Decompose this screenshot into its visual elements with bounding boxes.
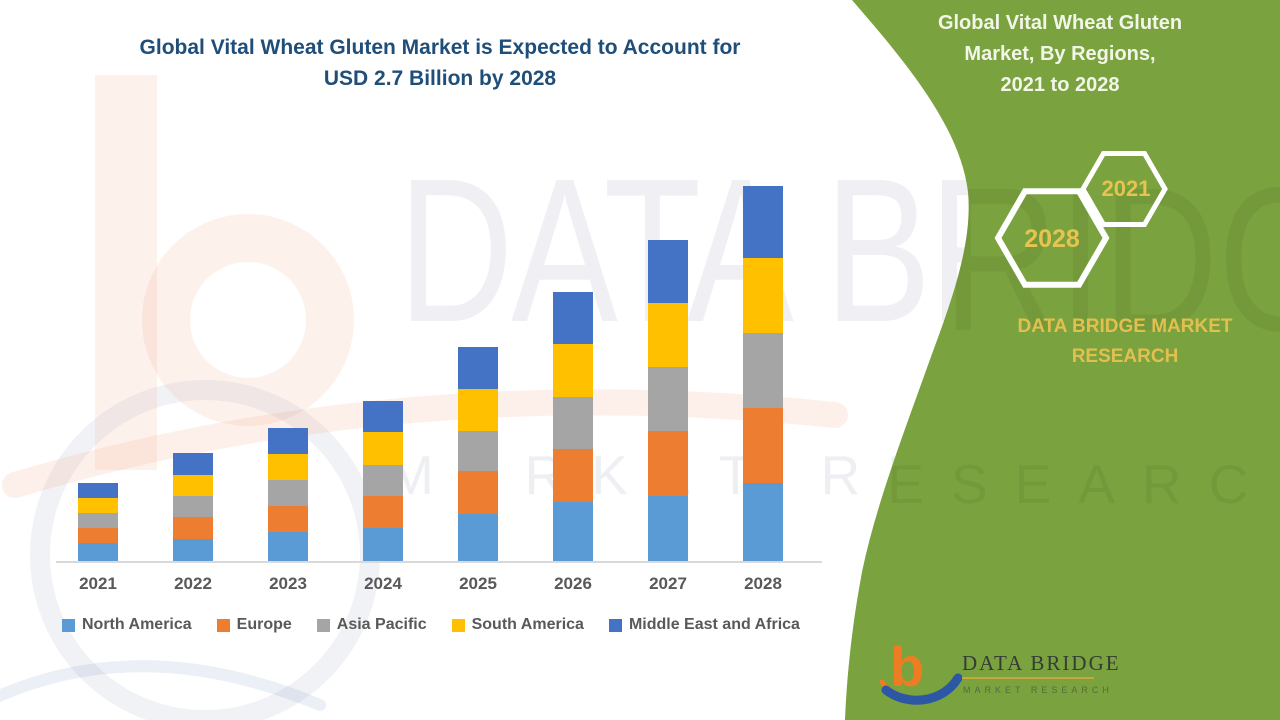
bar-segment-2024-south-america — [363, 432, 403, 465]
bar-segment-2021-middle-east-and-africa — [78, 483, 118, 498]
x-axis-label-2028: 2028 — [744, 574, 782, 593]
bar-segment-2027-south-america — [648, 303, 688, 367]
bar-segment-2021-asia-pacific — [78, 513, 118, 528]
legend-label: North America — [82, 616, 192, 633]
side-panel-title-line1: Global Vital Wheat Gluten — [937, 12, 1183, 34]
x-axis-label-2022: 2022 — [174, 574, 212, 593]
legend-swatch — [451, 618, 465, 632]
bar-segment-2022-south-america — [173, 475, 213, 496]
bar-segment-2023-asia-pacific — [268, 480, 308, 506]
hexagon-2021-label: 2021 — [1101, 176, 1151, 201]
hexagon-2021 — [1080, 151, 1168, 227]
x-axis-label-2021: 2021 — [79, 574, 117, 593]
legend-label: Europe — [236, 616, 292, 633]
brand-text: DATA BRIDGE MARKET RESEARCH — [950, 312, 1280, 372]
hexagon-2028 — [994, 188, 1110, 288]
brand-text-line1: DATA BRIDGE MARKET — [1017, 316, 1233, 337]
legend-swatch — [316, 618, 330, 632]
bar-segment-2023-north-america — [268, 532, 308, 561]
legend-item-south-america: South America — [451, 616, 584, 634]
legend-swatch — [62, 618, 75, 632]
side-panel-title-line2: Market, By Regions, — [964, 43, 1156, 65]
brand-text-line2: RESEARCH — [1071, 346, 1179, 367]
logo-name: DATA BRIDGE — [962, 651, 1120, 675]
green-panel-shape — [845, 0, 1280, 720]
bar-segment-2025-europe — [458, 471, 498, 514]
bar-segment-2028-north-america — [743, 483, 783, 561]
bar-segment-2028-europe — [743, 408, 783, 483]
side-panel-title-line3: 2021 to 2028 — [1000, 74, 1120, 96]
bar-segment-2022-asia-pacific — [173, 496, 213, 517]
bar-segment-2027-europe — [648, 431, 688, 496]
bar-segment-2028-middle-east-and-africa — [743, 186, 783, 258]
bar-segment-2024-middle-east-and-africa — [363, 401, 403, 432]
bar-segment-2025-south-america — [458, 389, 498, 431]
bar-segment-2022-north-america — [173, 539, 213, 561]
bar-segment-2026-asia-pacific — [553, 397, 593, 449]
legend-item-middle-east-and-africa: Middle East and Africa — [608, 616, 800, 634]
bar-segment-2027-middle-east-and-africa — [648, 240, 688, 303]
bar-segment-2028-asia-pacific — [743, 333, 783, 408]
bar-segment-2027-north-america — [648, 496, 688, 561]
legend-item-north-america: North America — [62, 616, 192, 634]
logo-subtitle: MARKET RESEARCH — [963, 685, 1113, 695]
x-axis-label-2026: 2026 — [554, 574, 592, 593]
legend-swatch — [216, 618, 230, 632]
bar-segment-2027-asia-pacific — [648, 367, 688, 431]
bar-segment-2026-north-america — [553, 502, 593, 561]
green-watermark-text2: MARKET RESEARCH — [388, 453, 1280, 515]
logo-b-glyph: b — [890, 635, 924, 698]
bar-segment-2026-middle-east-and-africa — [553, 292, 593, 344]
bar-segment-2026-south-america — [553, 344, 593, 397]
bar-segment-2022-middle-east-and-africa — [173, 453, 213, 475]
bar-segment-2024-north-america — [363, 528, 403, 561]
legend-item-europe: Europe — [216, 616, 292, 634]
bar-segment-2024-asia-pacific — [363, 465, 403, 496]
side-panel-title: Global Vital Wheat Gluten Market, By Reg… — [880, 8, 1240, 101]
x-axis-line — [56, 561, 822, 563]
chart-title-line2: USD 2.7 Billion by 2028 — [323, 67, 557, 90]
bar-segment-2025-asia-pacific — [458, 431, 498, 471]
watermark-swoosh-orange — [2, 389, 848, 498]
bar-segment-2026-europe — [553, 449, 593, 502]
legend-label: Asia Pacific — [336, 616, 427, 633]
watermark-b-stem — [95, 75, 157, 470]
chart-title-line1: Global Vital Wheat Gluten Market is Expe… — [139, 36, 741, 59]
bar-segment-2022-europe — [173, 517, 213, 539]
bar-segment-2024-europe — [363, 496, 403, 528]
databridge-logo: b DATA BRIDGE MARKET RESEARCH — [880, 635, 1120, 705]
legend-label: Middle East and Africa — [628, 616, 800, 633]
bar-segment-2023-europe — [268, 506, 308, 532]
bar-segment-2021-europe — [78, 528, 118, 543]
hexagon-2028-label: 2028 — [1024, 225, 1080, 253]
bar-segment-2023-middle-east-and-africa — [268, 428, 308, 454]
x-axis-label-2025: 2025 — [459, 574, 497, 593]
watermark-b-bowl — [142, 214, 354, 426]
x-axis-label-2027: 2027 — [649, 574, 687, 593]
logo-gold-rule — [962, 677, 1094, 679]
watermark-swoosh-blue — [0, 660, 326, 711]
bar-segment-2021-north-america — [78, 543, 118, 561]
bar-segment-2025-middle-east-and-africa — [458, 347, 498, 389]
bar-segment-2021-south-america — [78, 498, 118, 513]
chart-legend: North America Europe Asia Pacific South Ame… — [62, 616, 800, 634]
logo-blue-swoosh — [881, 673, 963, 705]
x-axis-label-2024: 2024 — [364, 574, 402, 593]
x-axis-label-2023: 2023 — [269, 574, 307, 593]
bar-segment-2028-south-america — [743, 258, 783, 333]
bar-segment-2025-north-america — [458, 514, 498, 561]
bar-segment-2023-south-america — [268, 454, 308, 480]
legend-item-asia-pacific: Asia Pacific — [316, 616, 427, 634]
legend-label: South America — [471, 616, 584, 633]
legend-swatch — [608, 618, 622, 632]
chart-title: Global Vital Wheat Gluten Market is Expe… — [70, 32, 810, 94]
